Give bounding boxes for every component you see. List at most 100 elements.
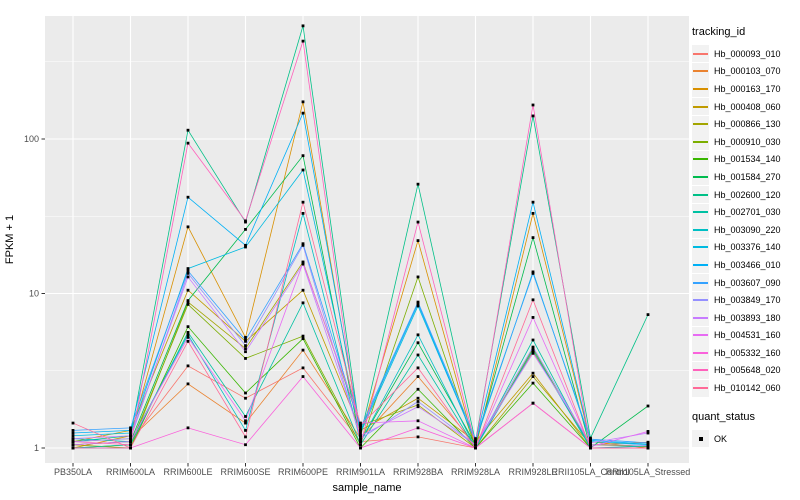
data-point: [301, 39, 305, 43]
data-point: [416, 220, 420, 224]
x-tick-label: RRIM928LE: [508, 467, 557, 477]
y-tick-label: 10: [29, 289, 39, 299]
data-point: [359, 437, 362, 441]
data-point: [244, 350, 247, 354]
legend-item-Hb_002701_030: Hb_002701_030: [692, 203, 798, 221]
legend-key-swatch: [692, 361, 709, 379]
legend-key-line-icon: [693, 369, 708, 372]
data-point: [589, 437, 592, 441]
data-point: [71, 440, 75, 444]
legend-key-swatch: [692, 379, 709, 397]
legend-item-label: Hb_003466_010: [714, 259, 781, 270]
data-point: [531, 348, 535, 352]
data-point: [531, 114, 535, 118]
data-point: [186, 325, 190, 329]
x-tick-label: RRIM600SE: [220, 467, 270, 477]
x-tick-label: RRIM928LA: [451, 467, 500, 477]
legend-key-swatch: [692, 274, 709, 292]
y-axis-title: FPKM + 1: [4, 215, 16, 264]
legend-item-Hb_003090_220: Hb_003090_220: [692, 221, 798, 239]
data-point: [244, 391, 247, 395]
legend-item-label: Hb_003893_180: [714, 312, 781, 323]
data-point: [531, 236, 535, 240]
legend-item-Hb_000103_070: Hb_000103_070: [692, 62, 798, 81]
legend-key-line-icon: [693, 351, 708, 354]
legend-quant-entries: OK: [692, 430, 798, 448]
data-point: [646, 441, 650, 445]
data-point: [646, 446, 650, 450]
legend-item-Hb_001584_270: Hb_001584_270: [692, 168, 798, 186]
legend-item-Hb_000408_060: Hb_000408_060: [692, 98, 798, 116]
legend-key-line-icon: [693, 246, 708, 249]
data-point: [531, 298, 535, 302]
data-point: [531, 316, 535, 319]
legend-key-swatch: [692, 203, 709, 221]
data-point: [301, 111, 305, 115]
legend-key-line-icon: [693, 211, 708, 214]
legend-item-label: Hb_000163_170: [714, 83, 781, 94]
legend-item-Hb_005648_020: Hb_005648_020: [692, 361, 798, 380]
data-point: [71, 437, 75, 441]
data-point: [301, 301, 305, 305]
data-point: [186, 339, 190, 343]
data-point: [71, 443, 75, 447]
legend-item-Hb_004531_160: Hb_004531_160: [692, 326, 798, 345]
data-point: [129, 431, 132, 435]
legend-item-label: Hb_010142_060: [714, 383, 781, 394]
data-point: [244, 344, 247, 348]
data-point: [589, 443, 592, 447]
data-point: [71, 446, 75, 450]
data-point: [244, 396, 247, 400]
data-point: [186, 288, 190, 292]
data-point: [531, 351, 535, 355]
legend-title-tracking-id: tracking_id: [692, 26, 746, 38]
data-point: [186, 195, 190, 199]
data-point: [646, 313, 650, 317]
data-point: [531, 211, 535, 215]
legend-key-swatch: [692, 326, 709, 344]
legend-key-swatch: [692, 186, 709, 204]
data-point: [416, 400, 420, 403]
legend-key-line-icon: [693, 316, 708, 319]
data-point: [416, 353, 420, 357]
data-point: [359, 434, 362, 438]
data-point: [531, 347, 535, 350]
data-point: [301, 243, 305, 247]
data-point: [244, 357, 247, 360]
data-point: [531, 338, 535, 342]
legend-item-label: OK: [714, 433, 728, 444]
legend-item-Hb_003466_010: Hb_003466_010: [692, 256, 798, 274]
legend-key-swatch: [692, 45, 709, 63]
data-point: [474, 437, 477, 441]
data-point: [531, 103, 535, 107]
legend-key-line-icon: [693, 140, 708, 143]
data-point: [186, 333, 190, 337]
data-point: [416, 366, 420, 370]
legend-key-swatch: [692, 221, 709, 239]
legend-key-line-icon: [693, 228, 708, 231]
data-point: [301, 168, 305, 172]
data-point: [244, 227, 247, 231]
data-point: [71, 434, 75, 438]
legend-item-Hb_000163_170: Hb_000163_170: [692, 80, 798, 98]
x-axis-title: sample_name: [332, 482, 401, 494]
data-point: [301, 200, 305, 204]
legend-item-label: Hb_001534_140: [714, 154, 781, 165]
data-point: [244, 428, 247, 432]
legend-item-Hb_000910_030: Hb_000910_030: [692, 133, 798, 151]
legend-key-swatch: [692, 430, 709, 448]
legend-key-swatch: [692, 150, 709, 168]
data-point: [416, 419, 420, 423]
data-point: [186, 269, 190, 273]
legend-entries: Hb_000093_010 Hb_000103_070 Hb_000163_170 H…: [692, 45, 798, 397]
data-point: [129, 440, 132, 444]
data-point: [244, 338, 247, 342]
legend-key-line-icon: [693, 158, 708, 161]
data-point: [301, 154, 305, 158]
data-point: [531, 375, 535, 378]
legend-item-Hb_003376_140: Hb_003376_140: [692, 238, 798, 257]
data-point: [359, 421, 362, 425]
data-point: [301, 24, 305, 28]
data-point: [129, 446, 132, 450]
data-point: [416, 302, 420, 306]
